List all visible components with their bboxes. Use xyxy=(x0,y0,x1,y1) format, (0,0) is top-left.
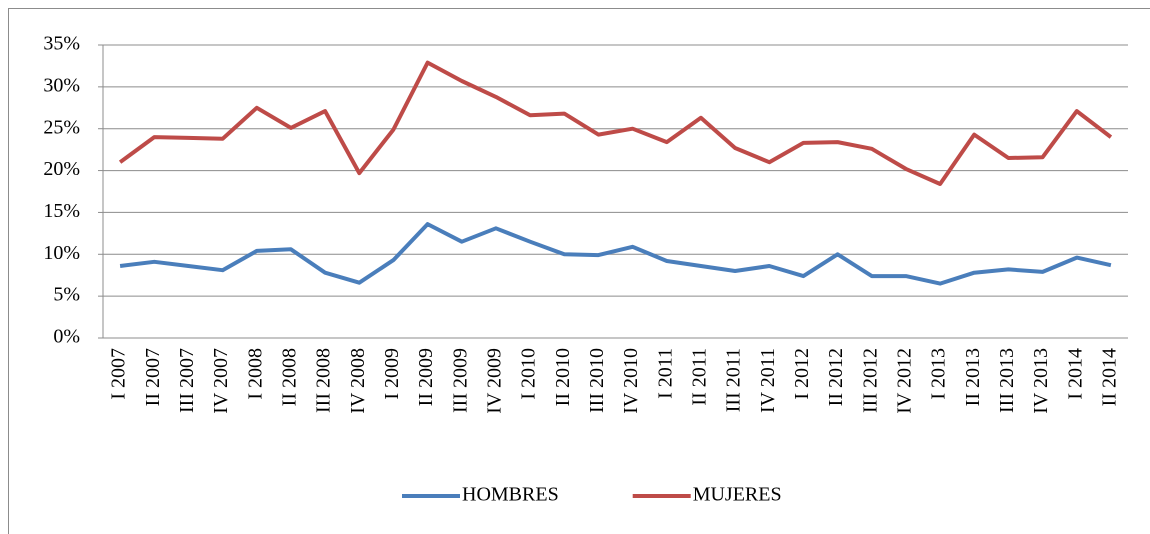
chart-frame xyxy=(8,8,1150,534)
x-tick-label: I 2008 xyxy=(244,348,266,400)
x-tick-label: I 2012 xyxy=(791,348,813,400)
y-tick-label: 5% xyxy=(53,284,80,306)
x-tick-label: II 2011 xyxy=(689,348,711,406)
x-tick-label: III 2009 xyxy=(449,348,471,413)
series-line xyxy=(119,222,1112,286)
x-tick-label: III 2013 xyxy=(996,348,1018,413)
x-tick-label: IV 2010 xyxy=(620,348,642,414)
x-tick-label: III 2010 xyxy=(586,348,608,413)
x-tick-label: I 2007 xyxy=(108,348,130,400)
y-tick-label: 25% xyxy=(43,116,80,138)
y-tick-label: 35% xyxy=(43,33,80,55)
x-tick-label: II 2009 xyxy=(415,348,437,406)
x-tick-label: II 2012 xyxy=(825,348,847,406)
y-tick-label: 0% xyxy=(53,326,80,348)
x-tick-label: II 2013 xyxy=(962,348,984,406)
x-tick-label: IV 2012 xyxy=(894,348,916,414)
x-tick-label: III 2011 xyxy=(723,348,745,412)
legend-label: MUJERES xyxy=(693,484,782,506)
series-line xyxy=(118,60,1113,186)
x-tick-label: IV 2013 xyxy=(1030,348,1052,414)
x-tick-label: I 2011 xyxy=(654,348,676,399)
x-tick-label: IV 2009 xyxy=(484,348,506,414)
x-tick-label: I 2010 xyxy=(518,348,540,400)
x-tick-label: I 2013 xyxy=(928,348,950,400)
x-tick-label: IV 2011 xyxy=(757,348,779,413)
y-tick-label: 20% xyxy=(43,158,80,180)
y-tick-label: 30% xyxy=(43,74,80,96)
x-tick-label: II 2008 xyxy=(279,348,301,406)
x-tick-label: I 2014 xyxy=(1064,348,1086,400)
y-tick-label: 10% xyxy=(43,242,80,264)
x-tick-label: II 2007 xyxy=(142,348,164,406)
x-tick-label: IV 2008 xyxy=(347,348,369,414)
x-tick-label: II 2014 xyxy=(1099,348,1121,406)
x-tick-label: IV 2007 xyxy=(210,348,232,414)
x-tick-label: III 2007 xyxy=(176,348,198,413)
y-tick-label: 15% xyxy=(43,200,80,222)
x-tick-label: I 2009 xyxy=(381,348,403,400)
x-tick-label: II 2010 xyxy=(552,348,574,406)
x-tick-label: III 2008 xyxy=(313,348,335,413)
legend-label: HOMBRES xyxy=(462,484,559,506)
x-tick-label: III 2012 xyxy=(859,348,881,413)
